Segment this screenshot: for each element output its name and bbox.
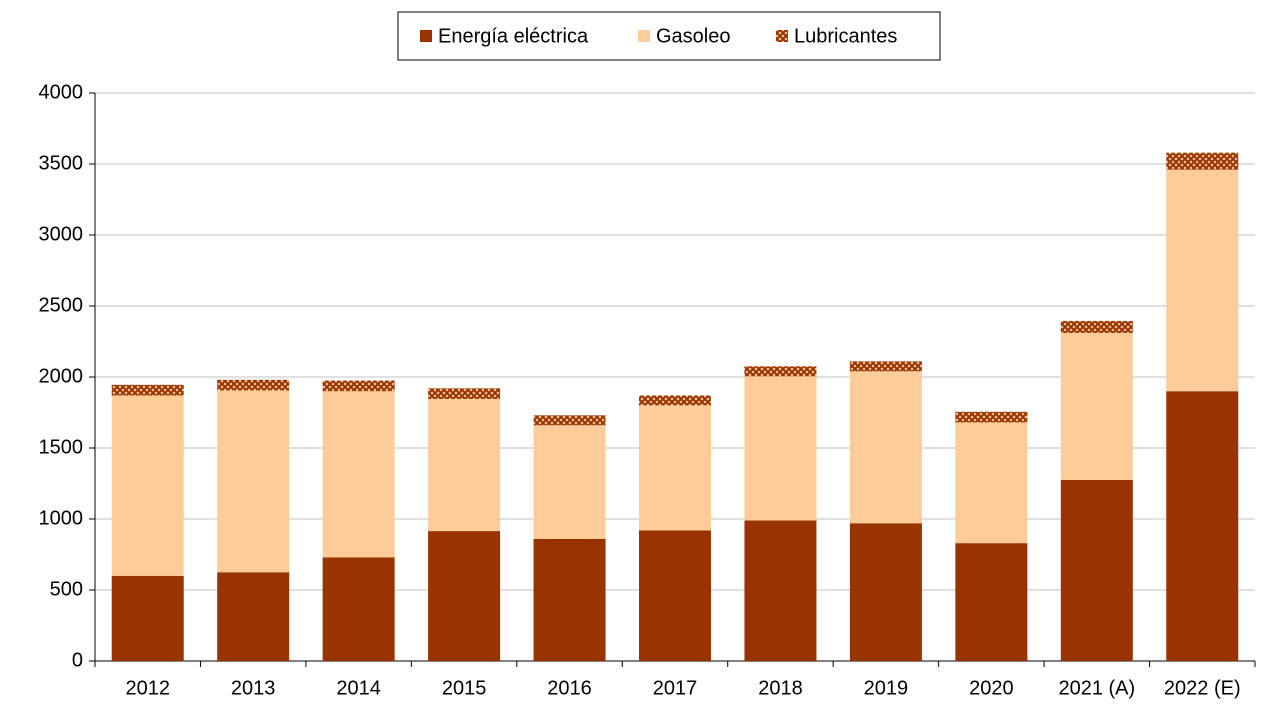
y-tick-label: 3000	[39, 223, 84, 245]
x-tick-label: 2020	[969, 677, 1014, 699]
bar-segment	[428, 531, 501, 661]
bar-segment	[639, 395, 711, 406]
bar-segment	[639, 530, 711, 661]
bar-segment	[955, 411, 1028, 423]
y-tick-label: 0	[72, 649, 83, 671]
y-tick-label: 500	[50, 578, 83, 600]
y-tick-label: 2000	[39, 365, 84, 387]
x-tick-label: 2021 (A)	[1058, 677, 1135, 699]
bar-segment	[111, 384, 184, 396]
bar-segment	[1166, 152, 1239, 170]
legend-swatch	[420, 30, 432, 42]
bar-segment	[217, 379, 290, 391]
bar-segment	[849, 371, 922, 524]
bar-segment	[849, 523, 922, 661]
bar-segment	[111, 575, 184, 661]
y-tick-label: 1500	[39, 436, 84, 458]
legend-label: Energía eléctrica	[438, 25, 589, 47]
bar-segment	[744, 520, 817, 661]
bar-segment	[322, 391, 395, 558]
bar-segment	[1060, 479, 1133, 661]
legend-swatch	[638, 30, 650, 42]
bar-segment	[322, 380, 395, 392]
x-tick-label: 2013	[231, 677, 276, 699]
x-tick-label: 2014	[336, 677, 381, 699]
x-tick-label: 2015	[442, 677, 487, 699]
bar-segment	[955, 543, 1028, 661]
bar-segment	[744, 366, 817, 377]
bar-segment	[1060, 332, 1133, 480]
bar-segment	[955, 422, 1028, 544]
legend-swatch	[776, 30, 788, 42]
bar-segment	[428, 399, 501, 532]
bar-segment	[1166, 391, 1239, 661]
bar-segment	[533, 425, 606, 539]
y-tick-label: 4000	[39, 81, 84, 103]
legend-label: Gasoleo	[656, 25, 731, 47]
x-tick-label: 2016	[547, 677, 592, 699]
bar-segment	[217, 390, 290, 573]
x-tick-label: 2017	[653, 677, 698, 699]
y-tick-label: 3500	[39, 152, 84, 174]
y-tick-label: 2500	[39, 294, 84, 316]
bar-segment	[639, 405, 711, 531]
x-tick-label: 2012	[125, 677, 170, 699]
bar-segment	[533, 538, 606, 661]
legend-box	[397, 11, 941, 61]
bar-segment	[1166, 169, 1239, 392]
bar-segment	[849, 361, 922, 372]
x-tick-label: 2022 (E)	[1164, 677, 1241, 699]
bar-segment	[111, 395, 184, 576]
bar-segment	[428, 388, 501, 400]
bar-segment	[322, 557, 395, 661]
x-tick-label: 2018	[758, 677, 803, 699]
bar-segment	[217, 572, 290, 661]
x-tick-label: 2019	[864, 677, 909, 699]
bar-segment	[1060, 320, 1133, 333]
y-tick-label: 1000	[39, 507, 84, 529]
bar-segment	[533, 415, 606, 426]
legend-label: Lubricantes	[794, 25, 897, 47]
bar-segment	[744, 376, 817, 521]
